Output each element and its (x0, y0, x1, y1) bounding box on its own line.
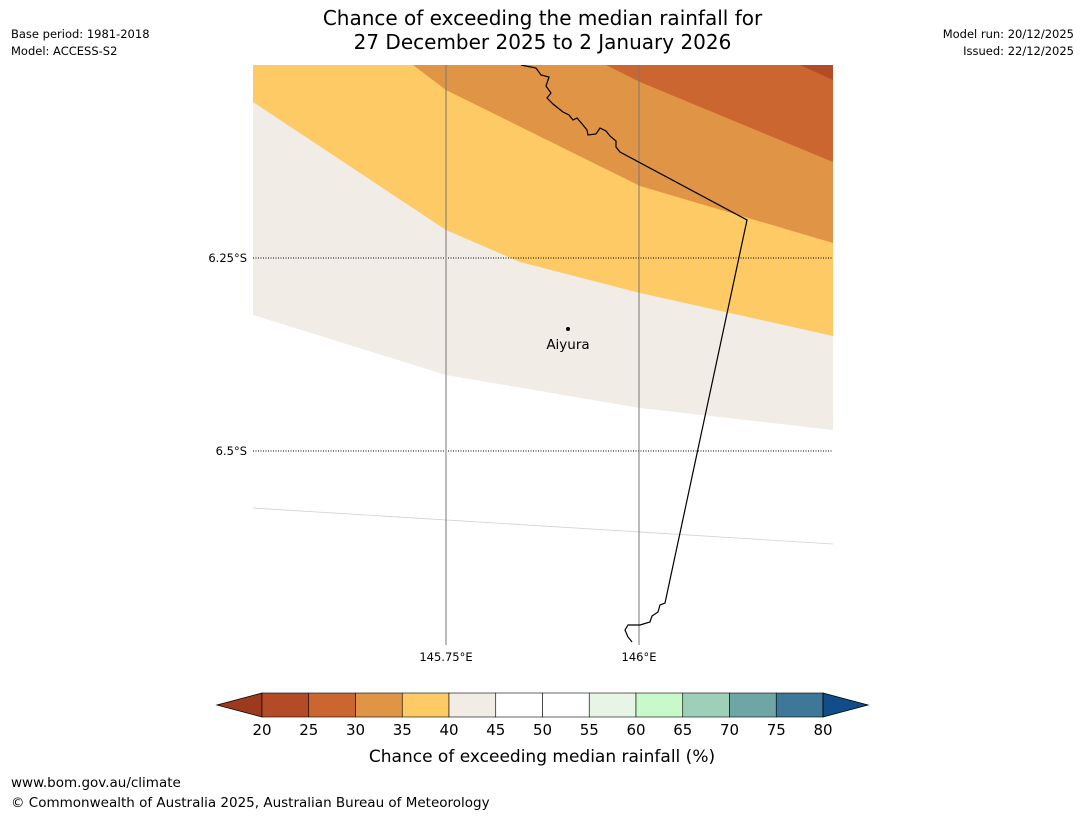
title-line-2: 27 December 2025 to 2 January 2026 (353, 30, 732, 54)
base-period: Base period: 1981-2018 (11, 27, 150, 41)
colorbar-segment (448, 692, 497, 718)
colorbar-tick-label: 35 (393, 721, 412, 739)
colorbar-tick-label: 70 (720, 721, 739, 739)
colorbar-tick-label: 80 (813, 721, 832, 739)
colorbar-segment (542, 692, 590, 718)
colorbar: 20 25 30 35 40 45 50 55 60 65 70 75 80 (215, 692, 870, 739)
colorbar-tick-label: 25 (299, 721, 318, 739)
footer-url: www.bom.gov.au/climate (11, 775, 181, 791)
colorbar-segment (308, 692, 356, 718)
colorbar-segment (729, 692, 777, 718)
band-20-25 (800, 65, 833, 80)
issued-date: Issued: 22/12/2025 (963, 44, 1074, 58)
lon-label-145.75: 145.75°E (419, 650, 472, 664)
place-marker (566, 327, 570, 331)
colorbar-tick-label: 20 (252, 721, 271, 739)
footer-copyright: © Commonwealth of Australia 2025, Austra… (11, 795, 490, 811)
contour-line-faint (253, 507, 833, 545)
colorbar-segment (261, 692, 310, 718)
model-name: Model: ACCESS-S2 (11, 44, 118, 58)
colorbar-segment (355, 692, 403, 718)
colorbar-tick-label: 45 (486, 721, 505, 739)
lon-label-146: 146°E (622, 650, 657, 664)
map-area (253, 65, 833, 645)
title-line-1: Chance of exceeding the median rainfall … (322, 6, 763, 30)
colorbar-segment (682, 692, 730, 718)
colorbar-segment (588, 692, 637, 718)
colorbar-title: Chance of exceeding median rainfall (%) (369, 747, 715, 767)
colorbar-tick-label: 55 (580, 721, 599, 739)
colorbar-tick-label: 40 (439, 721, 458, 739)
colorbar-extend-high (822, 692, 870, 718)
chart-title: Chance of exceeding the median rainfall … (0, 6, 1085, 54)
colorbar-tick-label: 75 (767, 721, 786, 739)
colorbar-extend-low (215, 692, 263, 718)
lat-label-6.5: 6.5°S (216, 444, 247, 458)
meta-left: Base period: 1981-2018 Model: ACCESS-S2 (11, 26, 150, 60)
colorbar-segment (635, 692, 684, 718)
colorbar-segment (775, 692, 824, 718)
lat-label-6.25: 6.25°S (208, 251, 247, 265)
colorbar-segment (401, 692, 450, 718)
model-run: Model run: 20/12/2025 (942, 27, 1074, 41)
province-boundary (520, 65, 748, 643)
colorbar-tick-label: 30 (346, 721, 365, 739)
colorbar-tick-label: 65 (673, 721, 692, 739)
place-label: Aiyura (546, 337, 589, 353)
meta-right: Model run: 20/12/2025 Issued: 22/12/2025 (943, 26, 1074, 60)
place-aiyura: Aiyura (546, 327, 590, 353)
band-25-30 (606, 65, 833, 162)
colorbar-tick-label: 60 (626, 721, 645, 739)
colorbar-segment (495, 692, 543, 718)
colorbar-tick-label: 50 (533, 721, 552, 739)
